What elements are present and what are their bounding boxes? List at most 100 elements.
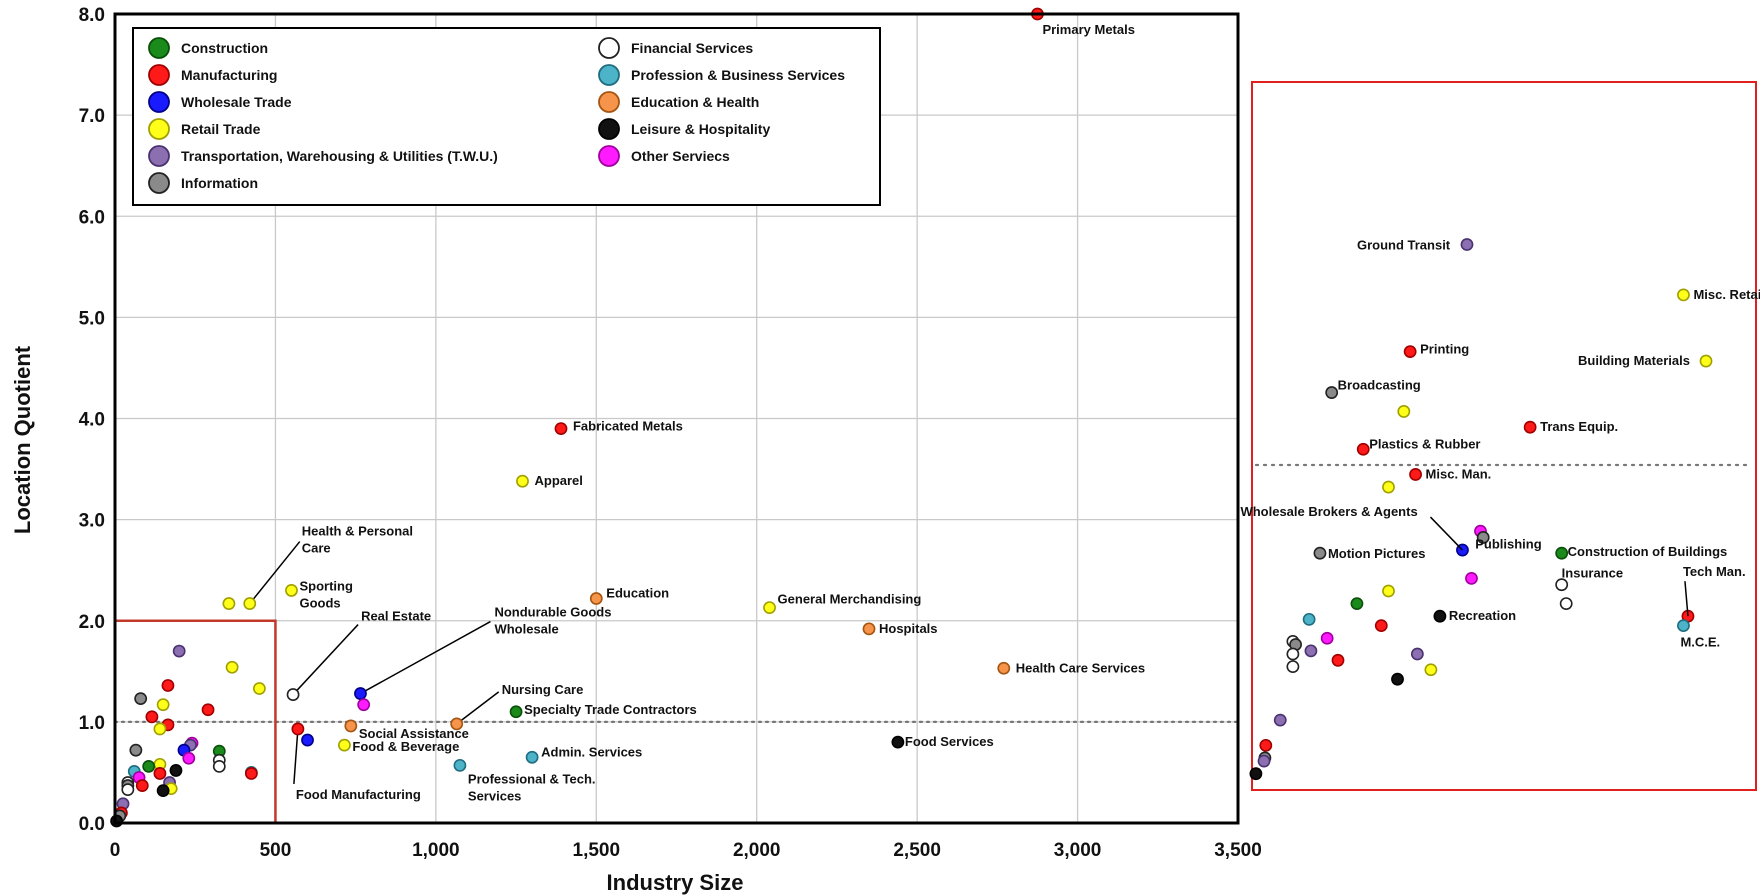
point-label-nursing-care: Nursing Care: [502, 682, 584, 697]
point-label-hospitals: Hospitals: [879, 621, 938, 636]
leader-line: [292, 624, 359, 696]
inset-point-retail-trade: [1677, 288, 1690, 302]
point-manufacturing: [145, 710, 159, 724]
inset-point-leisure-hospitality: [1249, 767, 1263, 781]
x-tick-label: 1,500: [573, 840, 621, 861]
point-education-health: [344, 719, 358, 733]
legend-marker-transportation-warehousing-utilities-t-w-u: [148, 145, 170, 167]
point-label-real-estate: Real Estate: [361, 609, 431, 624]
legend-label-profession-business-services: Profession & Business Services: [631, 67, 845, 83]
inset-point-manufacturing: [1523, 420, 1537, 434]
legend-label-information: Information: [181, 175, 258, 191]
inset-point-manufacturing: [1403, 345, 1417, 358]
point-construction: [509, 705, 523, 719]
point-transportation-warehousing-utilities-t-w-u: [172, 644, 186, 658]
inset-frame: [1251, 81, 1757, 791]
legend-marker-education-health: [598, 91, 620, 113]
inset-point-profession-business-services: [1302, 612, 1316, 626]
point-retail-trade: [252, 682, 266, 695]
inset-point-information: [1325, 386, 1339, 399]
inset-point-transportation-warehousing-utilities-t-w-u: [1410, 647, 1424, 661]
legend-marker-retail-trade: [148, 118, 170, 140]
point-label-inset-printing: Printing: [1420, 342, 1469, 357]
legend-marker-construction: [148, 37, 170, 59]
point-label-health-personal-care: Care: [302, 541, 331, 556]
point-label-apparel: Apparel: [534, 473, 582, 488]
point-financial-services: [121, 783, 135, 797]
inset-point-financial-services: [1286, 660, 1300, 673]
point-label-sporting-goods: Sporting: [299, 578, 352, 593]
x-tick-label: 3,000: [1054, 840, 1102, 861]
point-label-professional-tech-services: Services: [468, 788, 521, 803]
legend-marker-financial-services: [598, 37, 620, 59]
point-financial-services: [286, 688, 300, 701]
inset-point-information: [1313, 546, 1327, 560]
legend-label-financial-services: Financial Services: [631, 40, 753, 56]
point-label-inset-publishing: Publishing: [1475, 536, 1542, 551]
inset-point-manufacturing: [1356, 442, 1370, 456]
point-leisure-hospitality: [110, 814, 124, 828]
point-leisure-hospitality: [169, 764, 183, 777]
inset-point-leisure-hospitality: [1433, 609, 1447, 623]
point-label-professional-tech-services: Professional & Tech.: [468, 771, 596, 786]
y-tick-label: 6.0: [79, 207, 105, 228]
point-label-inset-misc-man: Misc. Man.: [1426, 466, 1492, 481]
point-label-health-personal-care: Health & Personal: [302, 524, 413, 539]
leader-line: [249, 541, 301, 605]
point-label-general-merchandising: General Merchandising: [778, 592, 922, 607]
point-profession-business-services: [453, 758, 467, 772]
inset-point-other-serviecs: [1320, 631, 1334, 645]
inset-point-information: [1476, 531, 1490, 544]
inset-point-transportation-warehousing-utilities-t-w-u: [1304, 644, 1318, 658]
inset-point-retail-trade: [1382, 480, 1395, 494]
point-leisure-hospitality: [156, 784, 170, 798]
y-tick-label: 0.0: [79, 814, 105, 835]
x-tick-label: 3,500: [1214, 840, 1262, 861]
point-retail-trade: [222, 597, 236, 610]
y-tick-label: 7.0: [79, 106, 105, 127]
point-wholesale-trade: [354, 687, 367, 700]
legend-label-education-health: Education & Health: [631, 94, 759, 110]
point-label-inset-trans-equip: Trans Equip.: [1540, 419, 1618, 434]
inset-point-manufacturing: [1259, 738, 1273, 752]
x-tick-label: 2,500: [893, 840, 941, 861]
inset-point-construction: [1555, 546, 1569, 560]
legend-label-other-serviecs: Other Serviecs: [631, 148, 730, 164]
inset-point-retail-trade: [1382, 584, 1395, 598]
y-tick-label: 3.0: [79, 511, 105, 532]
plot-border: [113, 12, 1240, 825]
y-tick-label: 1.0: [79, 713, 105, 734]
point-manufacturing: [153, 767, 167, 780]
point-label-food-beverage: Food & Beverage: [352, 739, 459, 754]
inset-point-construction: [1350, 597, 1364, 610]
axes: 0 500 1,000 1,500 2,000 2,500 3,000 3,500 0.0 1.0…: [79, 5, 1262, 861]
point-manufacturing: [244, 767, 258, 780]
inset-point-transportation-warehousing-utilities-t-w-u: [1257, 754, 1271, 768]
x-tick-label: 500: [260, 840, 292, 861]
point-label-fabricated-metals: Fabricated Metals: [573, 419, 683, 434]
point-label-education: Education: [606, 586, 669, 601]
point-label-admin-services: Admin. Services: [541, 744, 642, 759]
point-label-sporting-goods: Goods: [299, 595, 340, 610]
point-label-inset-wholesale-brokers-agents: Wholesale Brokers & Agents: [1240, 504, 1417, 519]
y-tick-label: 4.0: [79, 410, 105, 431]
y-tick-label: 8.0: [79, 5, 105, 26]
point-manufacturing: [201, 703, 215, 717]
point-label-inset-misc-retail: Misc. Retail: [1693, 287, 1760, 302]
point-labels: Primary Metals Fabricated Metals Apparel Ed…: [296, 22, 1145, 803]
y-axis-title: Location Quotient: [10, 345, 35, 534]
legend-marker-information: [148, 172, 170, 194]
point-education-health: [862, 622, 876, 636]
legend-label-retail-trade: Retail Trade: [181, 121, 261, 137]
inset-point-retail-trade: [1424, 663, 1438, 677]
leader-line: [456, 691, 500, 725]
inset-point-manufacturing: [1409, 468, 1422, 481]
point-label-inset-tech-man: Tech Man.: [1683, 564, 1746, 579]
leader-lines: [249, 541, 500, 785]
legend-marker-leisure-hospitality: [598, 118, 620, 140]
legend-label-transportation-warehousing-utilities-t-w-u: Transportation, Warehousing & Utilities …: [181, 148, 498, 164]
point-label-social-assistance: Social Assistance: [359, 726, 469, 741]
point-financial-services: [212, 759, 226, 773]
point-education-health: [589, 592, 603, 605]
